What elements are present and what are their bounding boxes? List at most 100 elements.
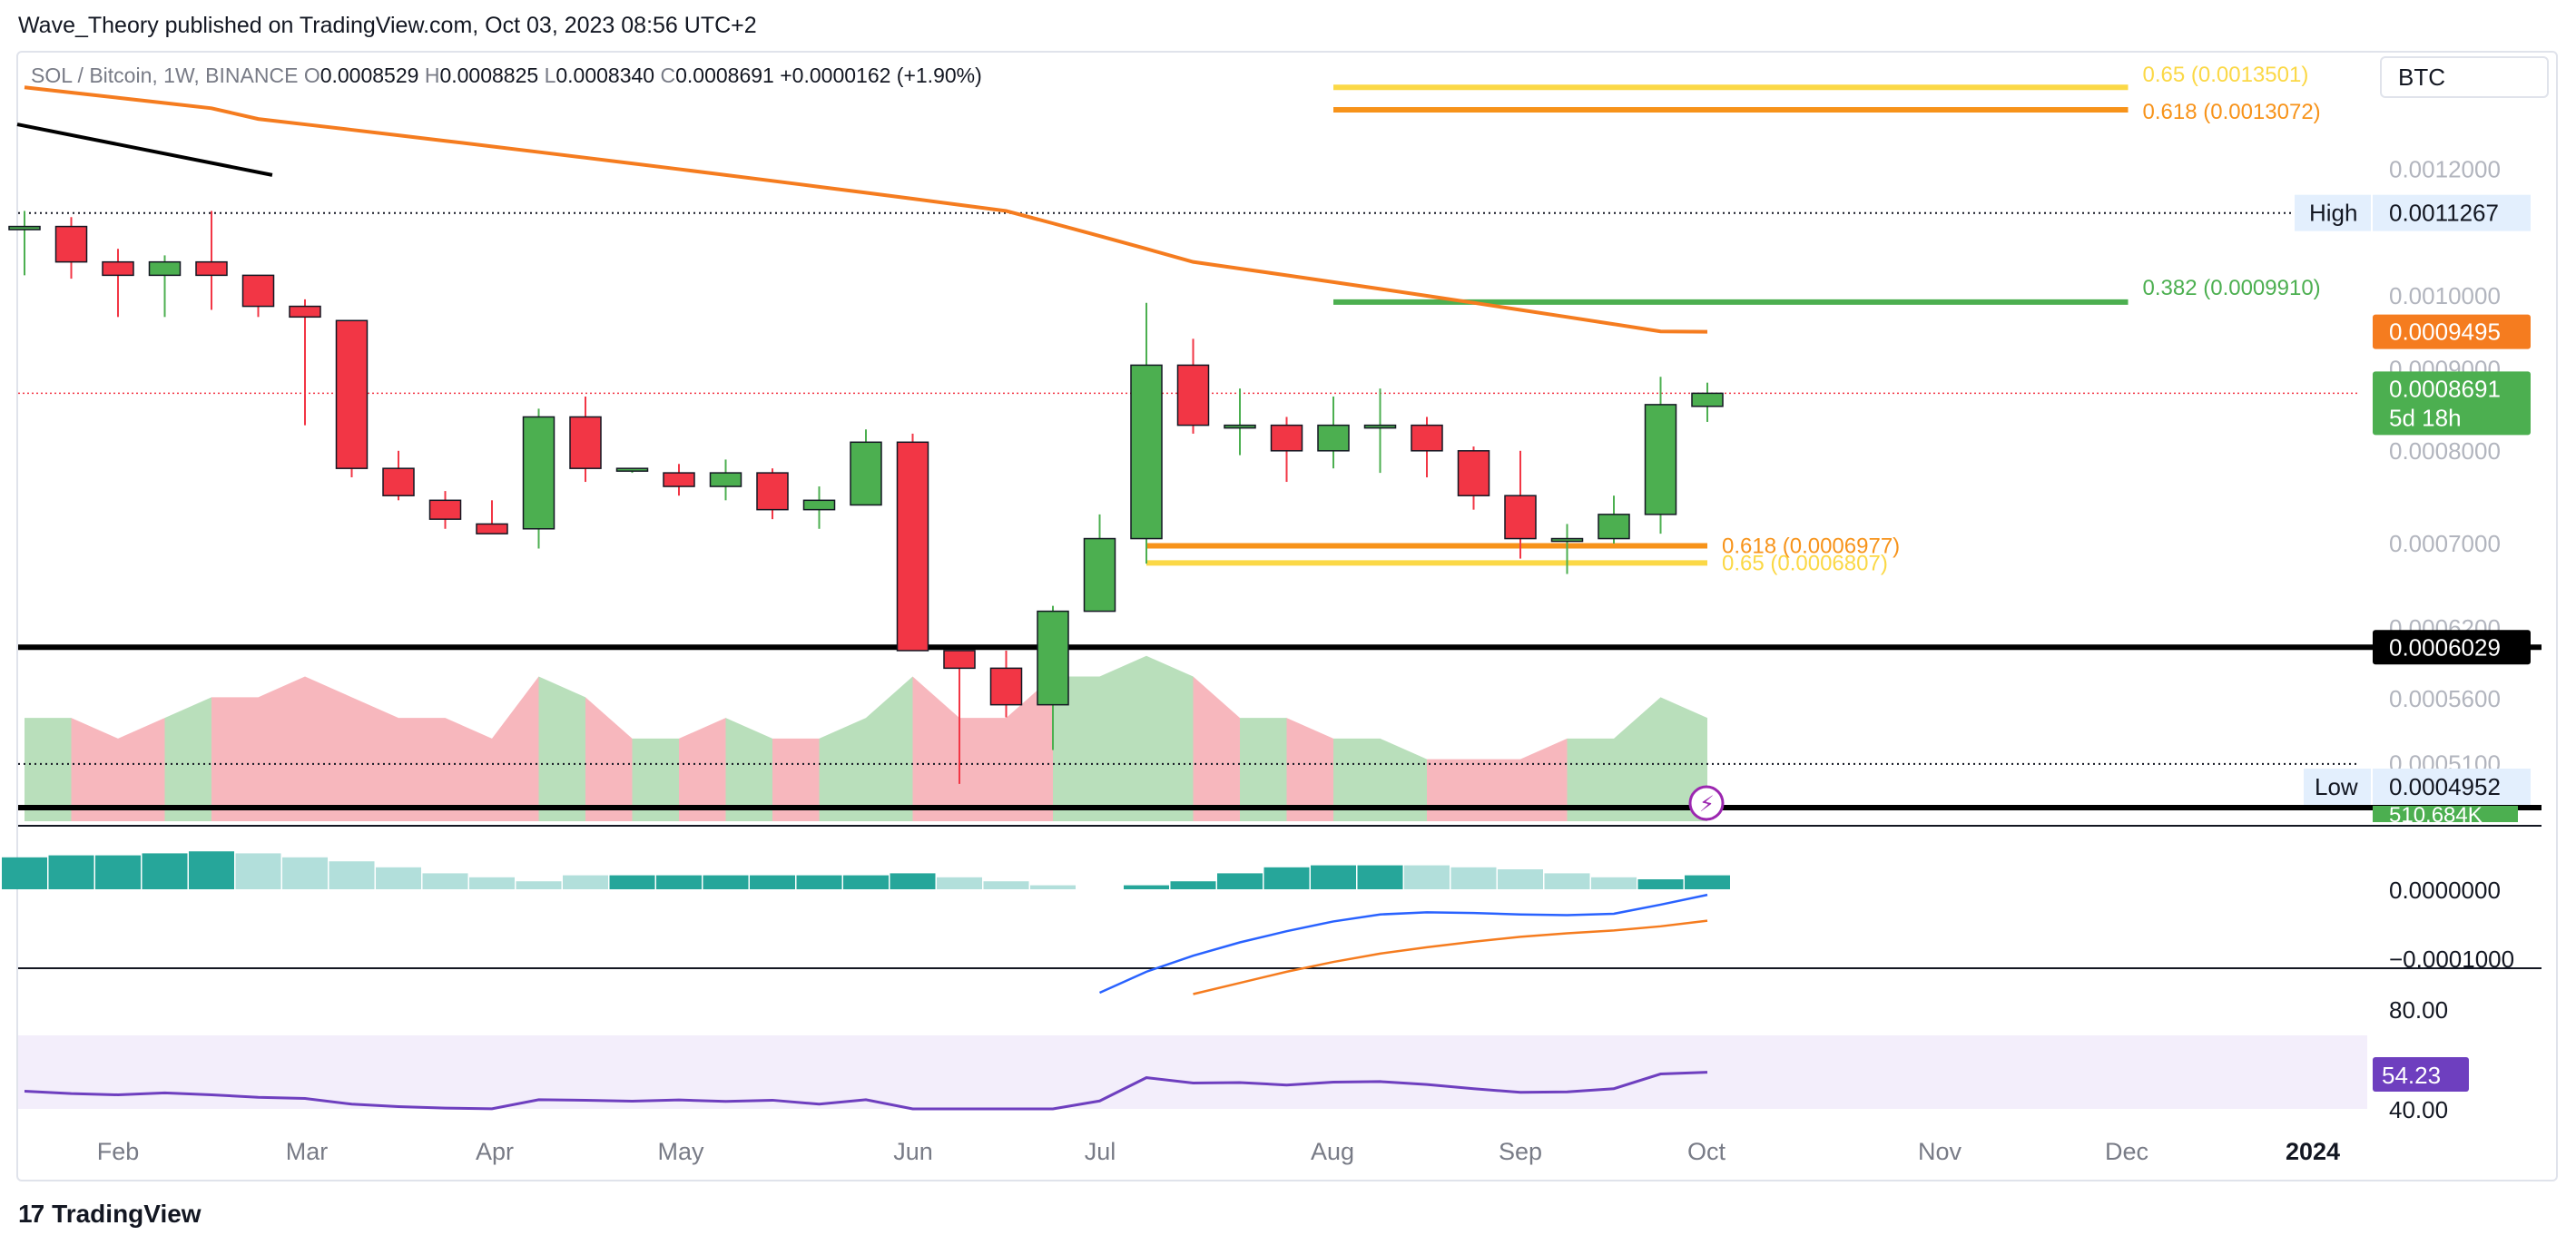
candle-body bbox=[663, 472, 695, 487]
volume-segment bbox=[351, 697, 398, 821]
candle-body bbox=[1644, 404, 1677, 515]
macd-histogram-bar bbox=[1450, 867, 1497, 889]
signal-line bbox=[1193, 919, 1708, 995]
high-label-bg bbox=[2295, 194, 2371, 231]
macd-histogram-bar bbox=[656, 875, 702, 889]
candle-body bbox=[1691, 392, 1724, 407]
price-tag-value: 0.0006029 bbox=[2389, 633, 2501, 661]
macd-histogram-bar bbox=[189, 851, 234, 889]
macd-histogram-bar bbox=[1357, 865, 1403, 889]
volume-segment bbox=[71, 718, 118, 821]
macd-histogram-bar bbox=[609, 875, 655, 889]
volume-segment bbox=[1333, 738, 1381, 821]
macd-histogram-bar bbox=[703, 875, 749, 889]
macd-histogram-bar bbox=[937, 877, 982, 889]
candle-body bbox=[896, 441, 929, 652]
symbol-name[interactable]: SOL / Bitcoin, 1W, BINANCE bbox=[31, 64, 299, 87]
ema-line bbox=[24, 85, 1708, 334]
candle-body bbox=[1457, 450, 1490, 496]
macd-histogram-bar bbox=[1637, 879, 1684, 889]
macd-histogram-bar bbox=[282, 857, 328, 889]
candle-body bbox=[1317, 424, 1350, 452]
time-axis-label: Apr bbox=[476, 1138, 514, 1165]
volume-segment bbox=[772, 738, 820, 821]
volume-segment bbox=[632, 738, 679, 821]
candle-body bbox=[289, 305, 321, 319]
candle-body bbox=[989, 667, 1023, 706]
footer-brand[interactable]: TradingView bbox=[52, 1200, 202, 1228]
macd-tick-label: 0.0000000 bbox=[2389, 877, 2501, 904]
volume-segment bbox=[585, 697, 633, 821]
macd-histogram-bar bbox=[95, 855, 141, 889]
author-name[interactable]: Wave_Theory bbox=[18, 13, 159, 38]
low-label: Low bbox=[2315, 773, 2358, 800]
volume-area bbox=[25, 655, 1707, 821]
rsi-band bbox=[18, 1035, 2367, 1109]
volume-segment bbox=[1286, 718, 1333, 821]
open-value: 0.0008529 bbox=[320, 64, 419, 87]
price-tick-label: 0.0005600 bbox=[2389, 685, 2501, 712]
candles bbox=[8, 211, 1724, 784]
candle-body bbox=[1037, 610, 1069, 706]
macd-histogram-bar bbox=[1685, 875, 1730, 889]
ema-layer bbox=[24, 85, 1708, 334]
volume-segment bbox=[1473, 759, 1520, 821]
open-label: O bbox=[303, 64, 320, 87]
time-axis: Feb Mar Apr May Jun Jul Aug Sep Oct Nov Dec 2024 bbox=[97, 1138, 2340, 1165]
macd-histogram-bar bbox=[1404, 865, 1450, 889]
macd-histogram-bar bbox=[750, 875, 795, 889]
volume-tag-bg bbox=[2373, 806, 2518, 822]
volume-segment bbox=[538, 676, 585, 821]
candle-body bbox=[1411, 424, 1443, 452]
volume-segment bbox=[211, 697, 259, 821]
price-tick-label: 0.0012000 bbox=[2389, 155, 2501, 182]
rsi-line bbox=[24, 1071, 1708, 1111]
volume-segment bbox=[445, 718, 492, 821]
macd-line bbox=[1098, 893, 1708, 995]
candle-body bbox=[8, 225, 41, 230]
high-value: 0.0011267 bbox=[2389, 200, 2499, 227]
low-value: 0.0004952 bbox=[2389, 773, 2501, 800]
candle-body bbox=[522, 416, 556, 530]
volume-segment bbox=[1520, 738, 1568, 821]
published-text: published on TradingView.com, Oct 03, 20… bbox=[164, 13, 757, 38]
candle-body bbox=[195, 260, 228, 277]
time-axis-label: Oct bbox=[1687, 1138, 1726, 1165]
rsi-tick-label: 40.00 bbox=[2389, 1096, 2448, 1123]
volume-segment bbox=[492, 676, 539, 821]
volume-segment bbox=[25, 718, 72, 821]
lightning-icon bbox=[1688, 785, 1725, 821]
candle-body bbox=[850, 441, 882, 506]
macd-histogram-bar bbox=[563, 875, 608, 889]
tradingview-logo-icon[interactable]: 17 bbox=[18, 1200, 44, 1228]
candle-body bbox=[756, 472, 789, 511]
rsi-value-bg bbox=[2373, 1057, 2469, 1092]
candle-body bbox=[943, 650, 976, 670]
publisher-header: Wave_Theory published on TradingView.com… bbox=[18, 13, 757, 39]
time-axis-label: May bbox=[657, 1138, 704, 1165]
currency-selector[interactable]: BTC bbox=[2380, 56, 2549, 98]
low-value-bg bbox=[2373, 769, 2531, 805]
macd-histogram-bar bbox=[796, 875, 842, 889]
price-tag-bg bbox=[2373, 314, 2531, 349]
fib-level-label: 0.65 (0.0006807) bbox=[1722, 551, 1888, 575]
volume-segment bbox=[305, 676, 352, 821]
volume-segment bbox=[679, 718, 726, 821]
close-value: 0.0008691 bbox=[675, 64, 774, 87]
candle-body bbox=[148, 260, 182, 277]
candle-body bbox=[615, 467, 649, 472]
volume-segment bbox=[1006, 676, 1053, 821]
high-label: H bbox=[424, 64, 440, 87]
volume-segment bbox=[725, 718, 772, 821]
volume-segment bbox=[164, 697, 211, 821]
footer: 17 TradingView bbox=[18, 1200, 202, 1229]
time-axis-label: Feb bbox=[97, 1138, 140, 1165]
candle-body bbox=[54, 225, 88, 263]
volume-segment bbox=[912, 676, 959, 821]
candle-body bbox=[1504, 495, 1537, 540]
high-value: 0.0008825 bbox=[439, 64, 539, 87]
time-axis-label: Jun bbox=[893, 1138, 933, 1165]
volume-segment bbox=[1053, 676, 1100, 821]
candle-body bbox=[1598, 514, 1630, 540]
